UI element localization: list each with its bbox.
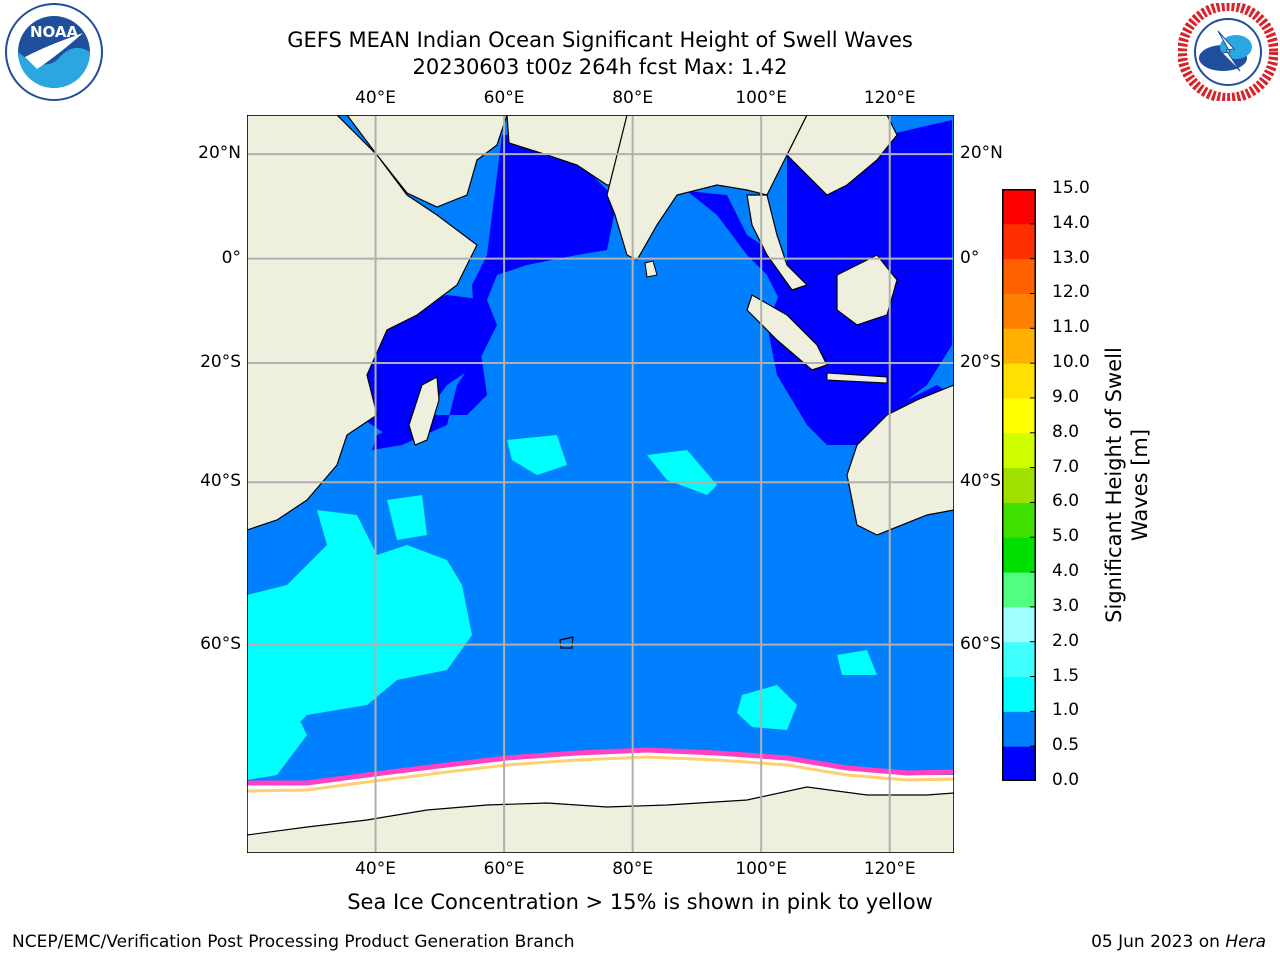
colorbar-segment	[1002, 641, 1036, 678]
lat-label-right: 20°S	[960, 352, 1001, 373]
colorbar-tick-label: 5.0	[1052, 526, 1080, 547]
sri-lanka	[644, 260, 658, 278]
lon-label-bottom: 40°E	[355, 859, 396, 879]
lon-label-top: 100°E	[735, 88, 788, 108]
madagascar	[408, 376, 440, 446]
footer-credit: NCEP/EMC/Verification Post Processing Pr…	[12, 932, 575, 952]
colorbar-segment	[1002, 397, 1036, 434]
colorbar-tick-label: 6.0	[1052, 491, 1080, 512]
lat-label-right: 0°	[960, 247, 980, 268]
gridlines	[247, 115, 954, 853]
colorbar-segment	[1002, 258, 1036, 294]
footer-date: 05 Jun 2023 on Hera	[1091, 932, 1266, 952]
colorbar-frame	[1002, 189, 1036, 781]
colorbar-tick-label: 14.0	[1052, 212, 1090, 233]
colorbar-tick-label: 11.0	[1052, 317, 1090, 338]
borneo	[836, 254, 898, 326]
colorbar-segment	[1002, 189, 1036, 225]
lat-label-left: 20°S	[200, 352, 241, 373]
colorbar-tick-label: 9.0	[1052, 386, 1080, 407]
colorbar-tick-label: 15.0	[1052, 178, 1090, 198]
colorbar-segment	[1002, 711, 1036, 747]
colorbar-segment	[1002, 572, 1036, 608]
map-title: GEFS MEAN Indian Ocean Significant Heigh…	[287, 28, 913, 52]
colorbar-segment	[1002, 293, 1036, 329]
colorbar-segment	[1002, 432, 1036, 469]
lat-label-right: 20°N	[960, 143, 1003, 164]
colorbar-tick-label: 1.0	[1052, 700, 1080, 721]
java	[826, 372, 888, 384]
lat-label-left: 60°S	[200, 633, 241, 654]
lon-label-top: 60°E	[483, 88, 525, 108]
lon-label-bottom: 60°E	[483, 859, 525, 879]
africa	[247, 115, 478, 531]
colorbar-tick-label: 0.5	[1052, 735, 1080, 756]
lat-label-right: 40°S	[960, 471, 1001, 492]
australia	[846, 384, 954, 536]
lon-label-bottom: 120°E	[863, 859, 916, 879]
colorbar-tick-label: 1.5	[1052, 665, 1080, 686]
lat-label-right: 60°S	[960, 633, 1001, 654]
colorbar-tick-label: 12.0	[1052, 282, 1090, 303]
moderate-swell-regions	[247, 435, 877, 780]
nws-logo-icon	[1178, 3, 1278, 101]
colorbar-segment	[1002, 502, 1036, 538]
sea-ice-edge	[247, 747, 954, 786]
colorbar-segment	[1002, 746, 1036, 781]
colorbar-segment	[1002, 537, 1036, 573]
colorbar-tick-label: 13.0	[1052, 247, 1090, 268]
colorbar-segment	[1002, 606, 1036, 643]
colorbar-tick-label: 7.0	[1052, 456, 1080, 477]
noaa-logo-text: NOAA	[30, 23, 79, 41]
swell-map[interactable]	[247, 115, 954, 853]
lon-label-bottom: 100°E	[735, 859, 788, 879]
colorbar-tick-label: 8.0	[1052, 421, 1080, 442]
colorbar-segment	[1002, 676, 1036, 712]
colorbar-label: Significant Height of Swell Waves [m]	[1102, 347, 1152, 623]
lat-label-left: 20°N	[198, 143, 241, 164]
colorbar-segment	[1002, 467, 1036, 503]
colorbar-segment	[1002, 328, 1036, 364]
lon-label-top: 120°E	[863, 88, 916, 108]
lon-label-top: 40°E	[355, 88, 396, 108]
colorbar-tick-label: 10.0	[1052, 352, 1090, 373]
colorbar-segment	[1002, 223, 1036, 260]
colorbar-segment	[1002, 363, 1036, 399]
sea-ice-edge-inner	[247, 755, 954, 793]
lat-label-left: 0°	[221, 247, 241, 268]
lon-label-top: 80°E	[612, 88, 654, 108]
map-subtitle: 20230603 t00z 264h fcst Max: 1.42	[412, 55, 788, 79]
colorbar-tick-label: 3.0	[1052, 595, 1080, 616]
colorbar	[1002, 189, 1036, 781]
lon-label-bottom: 80°E	[612, 859, 654, 879]
lat-label-left: 40°S	[200, 471, 241, 492]
noaa-logo-icon: NOAA	[5, 3, 103, 101]
colorbar-tick-label: 2.0	[1052, 630, 1080, 651]
colorbar-tick-label: 0.0	[1052, 770, 1080, 790]
sea-ice-caption: Sea Ice Concentration > 15% is shown in …	[347, 890, 933, 914]
colorbar-tick-label: 4.0	[1052, 561, 1080, 582]
sumatra	[746, 294, 828, 371]
antarctica	[247, 786, 954, 853]
